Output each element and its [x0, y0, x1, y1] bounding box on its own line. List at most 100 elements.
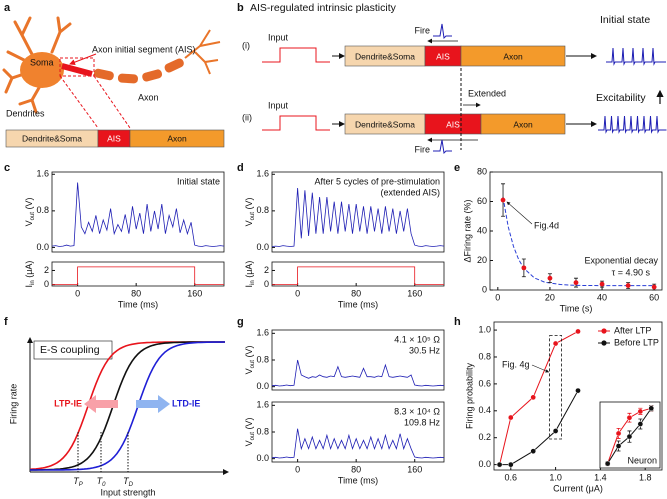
input-label: Input	[268, 32, 289, 42]
series-line	[272, 266, 444, 285]
panel-label: d	[237, 162, 244, 174]
panel-labels: a b c d e f g h	[4, 2, 461, 328]
series-line	[271, 359, 445, 387]
t-sub: D	[129, 482, 134, 488]
y-axis-label: Vout (V)	[244, 418, 255, 447]
y-axis-label-part: (μA)	[244, 261, 254, 281]
y-tick-label: 0.8	[256, 354, 269, 364]
x-tick-label: 80	[131, 288, 141, 298]
plot-frame	[271, 261, 445, 287]
curve-ltd	[30, 341, 226, 471]
plot-frame	[271, 171, 445, 253]
ais-label: Axon initial segment (AIS)	[92, 44, 196, 54]
es-ylabel: Firing rate	[8, 384, 18, 425]
x-tick-label: 1.4	[594, 472, 607, 482]
point	[637, 421, 644, 427]
series-line	[271, 187, 445, 247]
bar-label: AIS	[107, 133, 121, 143]
point	[552, 340, 559, 347]
y-tick-label: 1.6	[256, 169, 269, 179]
y-tick-label: 0.0	[256, 242, 269, 252]
point	[552, 428, 559, 434]
panel-label: h	[454, 316, 461, 328]
x-tick-label: 0	[295, 464, 300, 474]
bar-label: Dendrite&Soma	[22, 133, 82, 143]
input-pulse	[262, 47, 330, 63]
y-axis-label-part: I	[24, 285, 34, 288]
t-sub: 0	[102, 482, 106, 488]
neuron-illustration: Soma Axon initial segment (AIS) Dendrite…	[2, 16, 225, 148]
es-xlabel: Input strength	[100, 487, 155, 497]
soma-shape	[20, 52, 64, 88]
es-title: E-S coupling	[40, 344, 100, 356]
panel-label: f	[4, 316, 8, 328]
point	[648, 405, 655, 412]
legend-marker	[601, 340, 607, 346]
es-coupling: E-S coupling Firing rate Input strength …	[8, 337, 229, 497]
ais-shape	[61, 63, 93, 77]
input-label: Input	[268, 100, 289, 110]
x-tick-label: 40	[597, 292, 607, 302]
t: T	[73, 476, 80, 486]
axon-shape	[93, 58, 184, 84]
y-tick-label: 0.0	[478, 459, 491, 469]
annotation: Fig.4d	[534, 220, 559, 230]
zoom-line	[59, 75, 99, 129]
axon-label: Axon	[138, 92, 159, 102]
x-tick-label: 160	[187, 288, 202, 298]
point	[496, 461, 503, 468]
y-tick-label: 0.6	[478, 378, 491, 388]
y-axis-label: Vout (V)	[24, 198, 35, 227]
state-label: Initial state	[600, 14, 650, 26]
panel-label: b	[237, 2, 244, 14]
highlight-box	[549, 335, 562, 440]
threshold-label: T0	[97, 476, 107, 487]
plot-frame	[271, 401, 445, 463]
y-tick-label: 0.8	[256, 205, 269, 215]
spike-train	[598, 115, 667, 134]
fire-spike	[433, 23, 452, 40]
y-tick-label: 0.2	[478, 432, 491, 442]
point	[625, 283, 631, 288]
point	[575, 328, 581, 335]
y-axis-label: Iin (μA)	[244, 261, 255, 288]
y-axis-label: Firing probability	[464, 362, 474, 429]
y-tick-label: 0.8	[256, 426, 269, 436]
y-axis-label-part: (V)	[244, 346, 254, 361]
panel-label: c	[4, 162, 10, 174]
fire-label: Fire	[415, 25, 431, 35]
y-axis-label-part: out	[250, 360, 256, 369]
y-axis-label-part: I	[244, 285, 254, 288]
y-tick-label: 80	[477, 166, 487, 176]
x-tick-label: 0	[75, 288, 80, 298]
point	[626, 414, 633, 421]
threshold-label: TD	[123, 476, 134, 487]
y-axis-label-part: V	[24, 220, 34, 226]
x-tick-label: 160	[407, 288, 422, 298]
segment-label: AIS	[436, 51, 450, 61]
input-pulse	[262, 115, 330, 131]
plot-frame	[489, 171, 663, 291]
legend-label: Before LTP	[614, 337, 659, 347]
bar-axon	[129, 129, 225, 148]
annotation: 4.1 × 10⁵ Ω	[394, 334, 440, 344]
point	[573, 280, 579, 286]
soma-label: Soma	[30, 57, 54, 67]
point	[530, 448, 537, 455]
point	[530, 394, 537, 401]
annotation: After 5 cycles of pre-stimulation	[314, 176, 440, 186]
annotation-arrow	[506, 201, 533, 225]
annotation: Fig. 4g	[502, 359, 530, 369]
point	[604, 460, 611, 467]
y-axis-label-part: in	[250, 280, 256, 285]
diagram-title: AIS-regulated intrinsic plasticity	[250, 2, 397, 14]
y-axis-label-part: out	[250, 212, 256, 221]
x-axis-label: Time (ms)	[338, 299, 378, 309]
x-tick-label: 1.0	[549, 472, 562, 482]
segment-axon	[480, 113, 566, 135]
y-tick-label: 2	[44, 265, 49, 275]
x-tick-label: 1.8	[639, 472, 652, 482]
dendrites-shape	[2, 16, 72, 114]
x-tick-label: 60	[649, 292, 659, 302]
